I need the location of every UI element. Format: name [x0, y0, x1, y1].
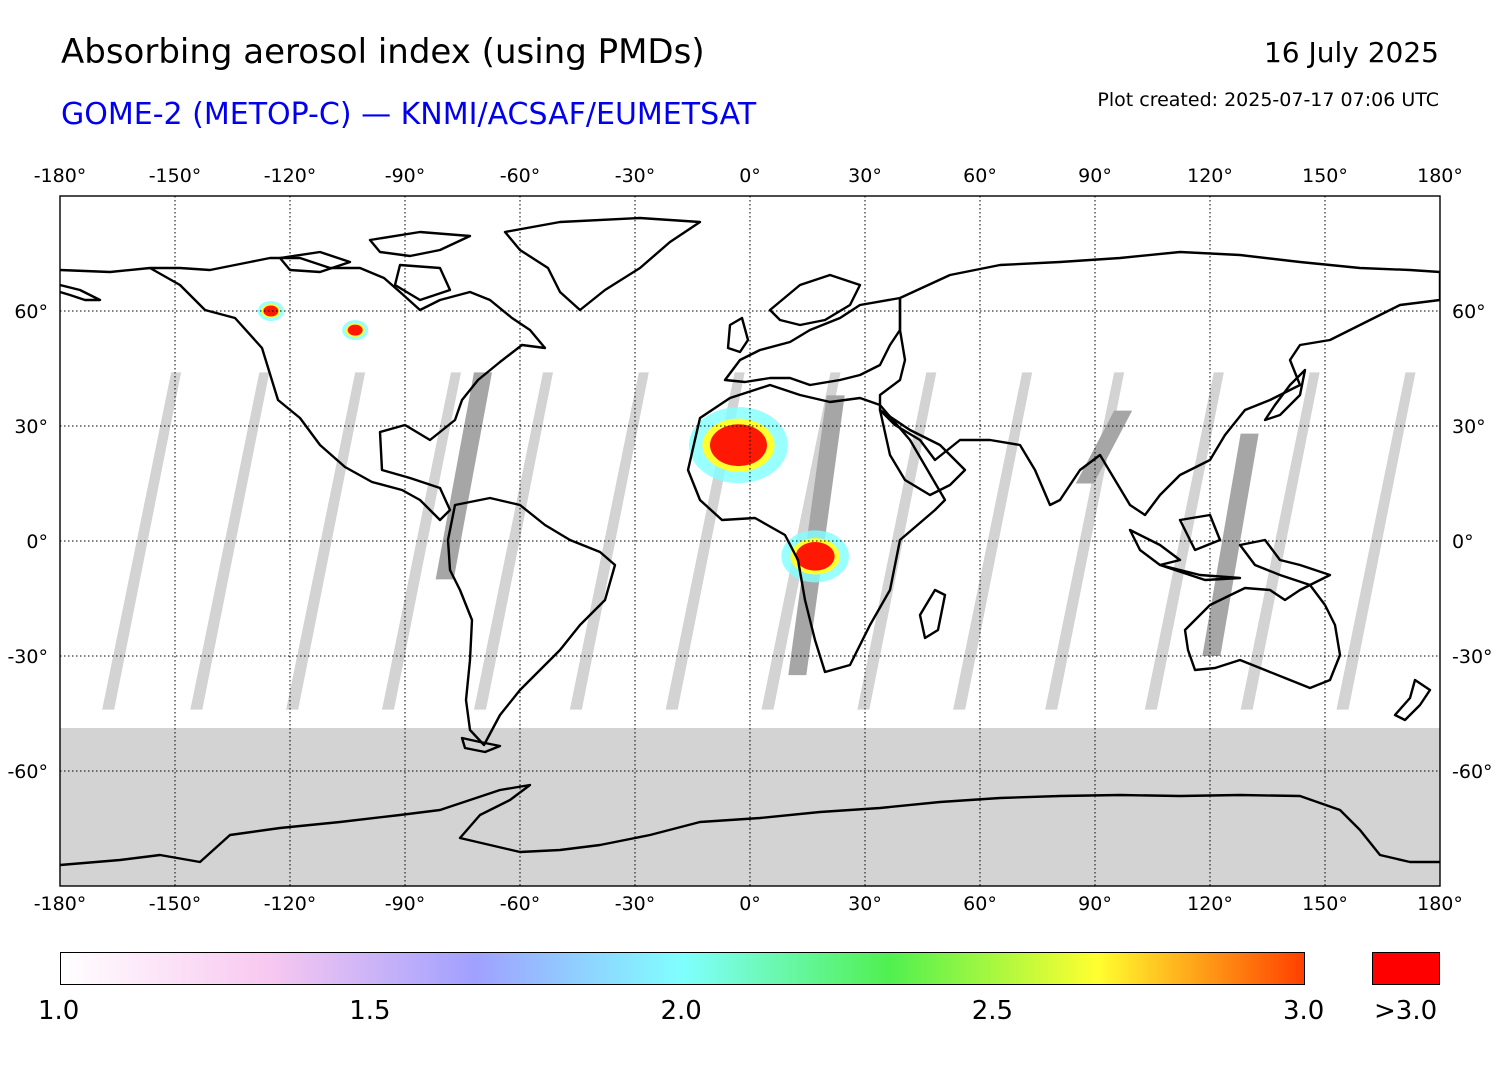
coast-tierra-del-fuego — [460, 736, 502, 754]
lon-tick-label: -60° — [500, 165, 541, 187]
lat-tick-label: 30° — [14, 416, 48, 438]
lon-tick-label: -30° — [615, 893, 656, 915]
lon-tick-label: 60° — [963, 165, 997, 187]
land-orbit-gap — [1202, 433, 1259, 656]
coast-north-america — [60, 256, 547, 522]
land-orbit-gap — [1075, 410, 1133, 484]
lat-tick-label: -60° — [1452, 761, 1493, 783]
lat-tick-label: -30° — [7, 646, 48, 668]
plot-created-label: Plot created: 2025-07-17 07:06 UTC — [1097, 89, 1439, 111]
colorbar-tick-label: 2.5 — [971, 996, 1014, 1026]
coast-alaska — [60, 283, 102, 302]
aerosol-plume-core — [263, 305, 279, 317]
colorbar-tick-label: 1.5 — [349, 996, 391, 1026]
coast-asia — [878, 250, 1440, 517]
lat-tick-label: -60° — [7, 761, 48, 783]
coast-madagascar — [918, 588, 947, 640]
lon-tick-label: 90° — [1078, 165, 1112, 187]
lon-tick-label: -150° — [149, 893, 202, 915]
orbit-gap — [286, 372, 366, 710]
colorbar-tick-label: 2.0 — [660, 996, 702, 1026]
aerosol-plume-core — [347, 324, 363, 336]
lon-tick-label: 180° — [1417, 165, 1463, 187]
coast-scandinavia — [768, 273, 862, 327]
orbit-gap — [190, 372, 270, 710]
colorbar-over-range — [1372, 952, 1440, 985]
lon-tick-label: -180° — [34, 165, 87, 187]
aerosol-plume-core — [710, 424, 767, 467]
orbit-gap — [102, 372, 182, 710]
lon-tick-label: 120° — [1187, 165, 1233, 187]
chart-title: Absorbing aerosol index (using PMDs) — [61, 32, 705, 72]
coast-new-zealand — [1393, 678, 1432, 722]
lon-tick-label: -30° — [615, 165, 656, 187]
tick-labels: -180° -180° -150° -150° -120° -120° -90° -90° -6… — [7, 165, 1492, 915]
lon-tick-label: 180° — [1417, 893, 1463, 915]
lon-tick-label: -180° — [34, 893, 87, 915]
lat-tick-label: 0° — [1452, 531, 1474, 553]
coast-arctic-islands — [278, 230, 472, 302]
aerosol-plumes — [257, 301, 849, 583]
lon-tick-label: 120° — [1187, 893, 1233, 915]
coast-arabia — [878, 408, 967, 497]
lon-tick-label: 0° — [739, 165, 761, 187]
lon-tick-label: -60° — [500, 893, 541, 915]
colorbar-tick-label: 1.0 — [38, 996, 80, 1026]
lon-tick-label: 0° — [739, 893, 761, 915]
coast-antarctica — [60, 783, 1440, 867]
gridlines — [60, 196, 1440, 886]
lon-tick-label: 60° — [963, 893, 997, 915]
lon-tick-label: 150° — [1302, 893, 1348, 915]
lon-tick-label: -90° — [385, 893, 426, 915]
colorbar-tick-label: 3.0 — [1283, 996, 1325, 1026]
aerosol-plume-core — [795, 542, 835, 571]
coast-japan — [1263, 368, 1307, 422]
lon-tick-label: 30° — [848, 893, 882, 915]
colorbar — [60, 952, 1305, 985]
date-label: 16 July 2025 — [1263, 36, 1439, 69]
coastlines — [60, 216, 1440, 867]
chart-subtitle: GOME-2 (METOP-C) — KNMI/ACSAF/EUMETSAT — [61, 97, 757, 132]
map-frame — [59, 195, 1441, 887]
lon-tick-label: 90° — [1078, 893, 1112, 915]
lon-tick-label: 30° — [848, 165, 882, 187]
lon-tick-label: 150° — [1302, 165, 1348, 187]
lat-tick-label: 60° — [1452, 301, 1486, 323]
lat-tick-label: -30° — [1452, 646, 1493, 668]
lon-tick-label: -120° — [264, 165, 317, 187]
coast-south-america — [446, 496, 617, 747]
lon-tick-label: -120° — [264, 893, 317, 915]
southern-no-data — [60, 728, 1440, 886]
lon-tick-label: -150° — [149, 165, 202, 187]
coast-greenland — [503, 216, 702, 312]
coast-britain — [726, 316, 750, 354]
coast-australia — [1183, 583, 1342, 690]
lat-tick-label: 0° — [26, 531, 48, 553]
lon-tick-label: -90° — [385, 165, 426, 187]
coast-indonesia — [1128, 513, 1332, 587]
colorbar-over-label: >3.0 — [1374, 996, 1438, 1026]
coast-europe — [723, 296, 902, 387]
coast-africa — [686, 383, 947, 674]
lat-tick-label: 30° — [1452, 416, 1486, 438]
lat-tick-label: 60° — [14, 301, 48, 323]
